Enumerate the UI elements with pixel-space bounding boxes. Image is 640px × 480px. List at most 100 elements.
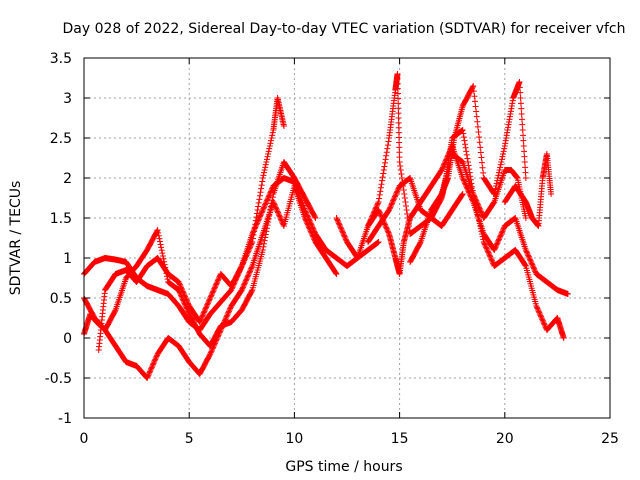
data-point [261, 203, 268, 209]
data-point [159, 253, 166, 259]
data-point [394, 187, 401, 193]
data-point [374, 201, 381, 208]
data-point [262, 231, 269, 238]
y-tick-label: 2.5 [50, 131, 72, 147]
x-tick-label: 5 [185, 431, 194, 447]
data-point [248, 265, 255, 272]
x-tick-labels: 0 5 10 15 20 25 [80, 431, 619, 447]
data-point [184, 299, 191, 305]
data-point [372, 205, 379, 212]
data-point [476, 134, 483, 141]
data-point [494, 240, 501, 247]
data-point [397, 167, 404, 173]
data-point [201, 308, 208, 315]
data-point [478, 154, 485, 161]
data-point [534, 305, 541, 312]
data-point [256, 192, 263, 199]
data-point [263, 159, 270, 165]
data-point [493, 180, 500, 187]
y-tick-label: 3.5 [50, 51, 72, 67]
data-point [473, 108, 480, 115]
series-track-h [428, 127, 567, 341]
data-point [246, 245, 253, 252]
data-point [223, 313, 230, 320]
data-point [386, 205, 393, 212]
data-point [280, 123, 287, 129]
data-point [303, 219, 310, 225]
data-point [273, 207, 280, 213]
data-point [483, 244, 490, 251]
data-point [207, 295, 214, 301]
data-point [498, 231, 505, 237]
data-point [477, 223, 484, 229]
data-point [246, 244, 253, 251]
data-point [469, 183, 476, 190]
data-point [266, 212, 273, 219]
data-point [213, 281, 220, 288]
data-point [227, 305, 234, 312]
data-point [538, 313, 545, 320]
data-point [208, 291, 215, 297]
data-point [271, 201, 278, 208]
data-point [259, 175, 266, 181]
data-point [385, 138, 392, 145]
data-point [492, 244, 499, 251]
data-point [249, 235, 256, 242]
data-point [245, 248, 252, 255]
data-point [178, 285, 185, 292]
data-point [244, 273, 251, 280]
data-point [382, 156, 389, 163]
data-point [468, 180, 475, 187]
data-point [154, 227, 161, 233]
data-point [308, 231, 315, 237]
y-tick-label: 1.5 [50, 211, 72, 227]
data-point [560, 335, 567, 341]
data-point [459, 191, 466, 198]
x-tick-label: 15 [391, 431, 409, 447]
data-point [467, 176, 474, 183]
data-point [225, 309, 232, 316]
data-point [179, 288, 186, 295]
data-point [338, 227, 345, 233]
y-tick-label: 1 [63, 251, 72, 267]
data-point [402, 199, 409, 205]
data-point [438, 167, 445, 173]
data-point [476, 217, 483, 224]
data-point [392, 192, 399, 199]
data-point [305, 223, 312, 229]
data-point [529, 261, 536, 268]
data-point [500, 151, 507, 157]
data-point [225, 308, 232, 315]
data-point [405, 219, 412, 225]
data-point [311, 213, 318, 220]
data-point [312, 215, 319, 221]
data-point [391, 195, 398, 201]
data-point [252, 221, 259, 228]
data-point [157, 241, 164, 248]
data-point [403, 207, 410, 213]
data-point [153, 353, 160, 360]
data-point [480, 239, 487, 245]
data-point [203, 304, 210, 311]
data-point [255, 203, 262, 210]
data-point [147, 367, 154, 373]
data-point [370, 209, 377, 216]
data-point [199, 313, 206, 320]
data-point [473, 207, 480, 213]
data-point [540, 319, 547, 325]
data-point [473, 113, 480, 120]
data-point [275, 211, 282, 217]
data-point [441, 160, 448, 167]
data-point [491, 191, 498, 197]
data-point [375, 199, 382, 205]
data-point [149, 361, 156, 368]
data-point [260, 172, 267, 179]
data-point [177, 283, 184, 289]
data-point [266, 143, 273, 149]
data-point [541, 321, 548, 328]
data-point [241, 257, 248, 264]
x-tick-label: 25 [601, 431, 619, 447]
data-point [479, 233, 486, 240]
y-tick-label: 0.5 [50, 291, 72, 307]
data-point [144, 373, 151, 380]
